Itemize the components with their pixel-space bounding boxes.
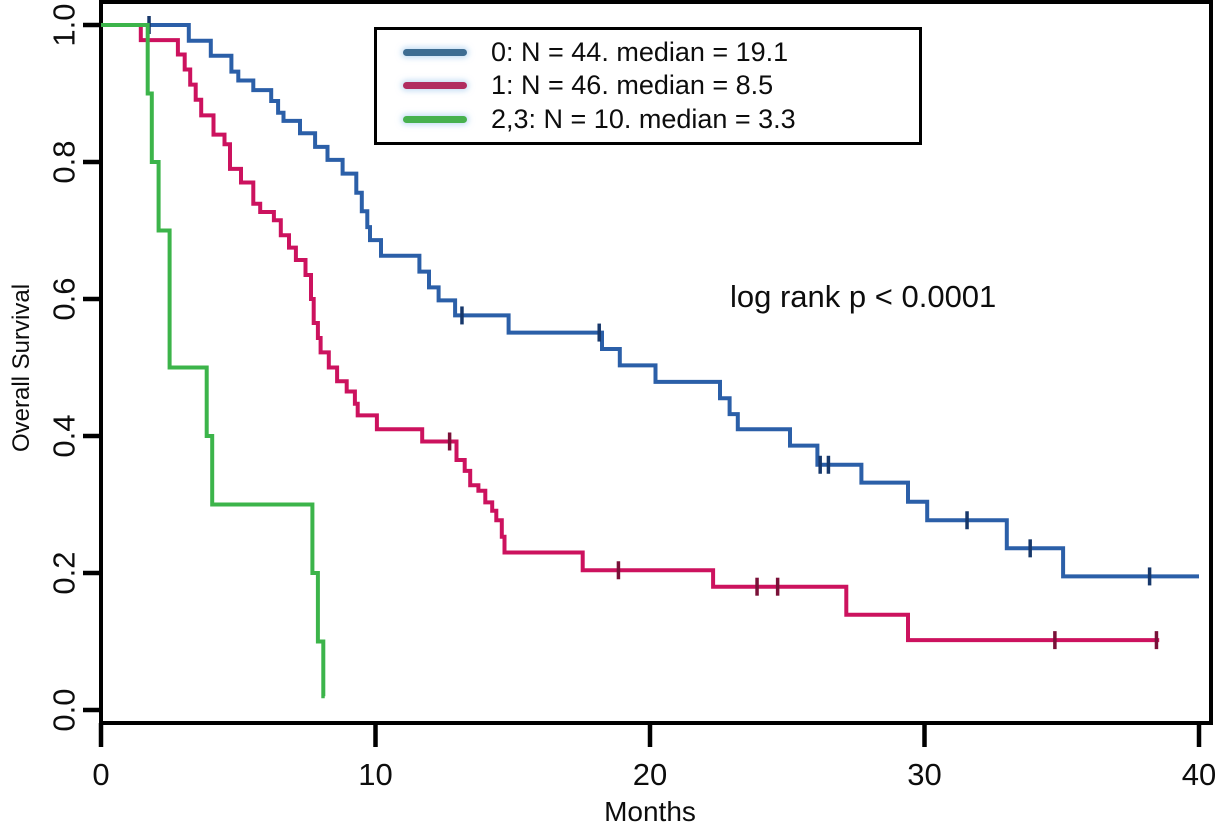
- y-tick-label: 0.8: [47, 140, 82, 183]
- y-tick-label: 1.0: [47, 3, 82, 46]
- legend-item-group-1: 1: N = 46. median = 8.5: [403, 70, 919, 101]
- x-tick-label: 10: [358, 757, 392, 792]
- legend-line-swatch-group-0: [403, 49, 467, 57]
- y-tick-label: 0.6: [47, 277, 82, 320]
- legend-line-swatch-group-2-3: [403, 115, 467, 123]
- legend-box: 0: N = 44. median = 19.1 1: N = 46. media…: [374, 27, 922, 145]
- plot-frame: [99, 0, 1213, 725]
- survival-curve-group-2-3: [101, 23, 326, 699]
- survival-curve-group-1: [101, 23, 1160, 643]
- x-tick-label: 40: [1182, 757, 1215, 792]
- y-tick-label: 0.2: [47, 551, 82, 594]
- x-tick-label: 30: [907, 757, 941, 792]
- x-tick-label: 0: [92, 757, 109, 792]
- legend-item-group-0: 0: N = 44. median = 19.1: [403, 37, 919, 68]
- y-tick-label: 0.4: [47, 414, 82, 457]
- survival-curve-group-0: [101, 23, 1199, 579]
- x-axis-title: Months: [604, 796, 696, 827]
- x-tick-label: 20: [633, 757, 667, 792]
- log-rank-annotation: log rank p < 0.0001: [730, 279, 997, 314]
- legend-item-group-2-3: 2,3: N = 10. median = 3.3: [403, 104, 919, 135]
- legend-line-swatch-group-1: [403, 82, 467, 90]
- y-tick-label: 0.0: [47, 688, 82, 731]
- legend-label-group-2-3: 2,3: N = 10. median = 3.3: [491, 103, 796, 134]
- y-axis-title: Overall Survival: [8, 283, 35, 453]
- legend-label-group-1: 1: N = 46. median = 8.5: [491, 70, 774, 101]
- legend-label-group-0: 0: N = 44. median = 19.1: [491, 37, 789, 68]
